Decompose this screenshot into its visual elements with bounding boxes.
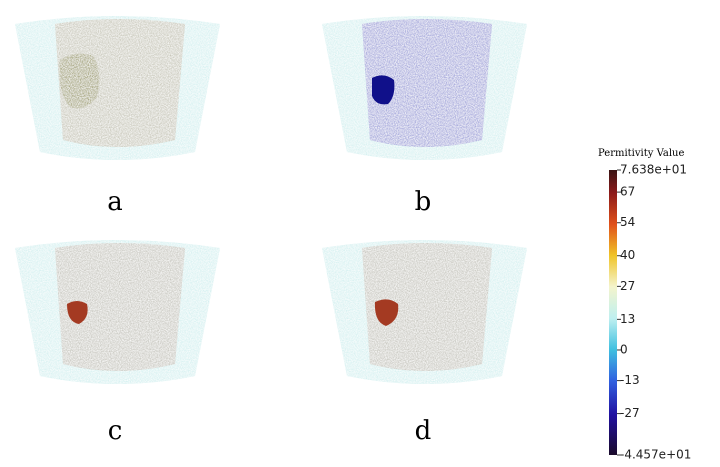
tick-label: 13 [620, 312, 635, 326]
tick-label: 40 [620, 248, 635, 262]
panel-b [322, 16, 527, 160]
tick-label: -13 [620, 373, 640, 387]
figure: a b c d Permitivity Value 7.638e+01 67 54 4… [0, 0, 720, 467]
panel-d [322, 240, 527, 384]
tick-label: 54 [620, 215, 635, 229]
tick-label: -4.457e+01 [620, 448, 691, 462]
panel-c [15, 240, 220, 384]
tick-label: 27 [620, 279, 635, 293]
tick-label: 0 [620, 342, 628, 356]
panel-a [15, 16, 220, 160]
tick-label: 7.638e+01 [620, 163, 687, 177]
panel-label: a [107, 187, 123, 217]
tick-label: -27 [620, 406, 640, 420]
colorbar [609, 170, 617, 455]
panel-label: b [415, 187, 432, 217]
panel-label: d [415, 416, 432, 446]
panel-label: c [108, 416, 123, 446]
tick-label: 67 [620, 185, 635, 199]
colorbar-title: Permitivity Value [598, 148, 684, 159]
